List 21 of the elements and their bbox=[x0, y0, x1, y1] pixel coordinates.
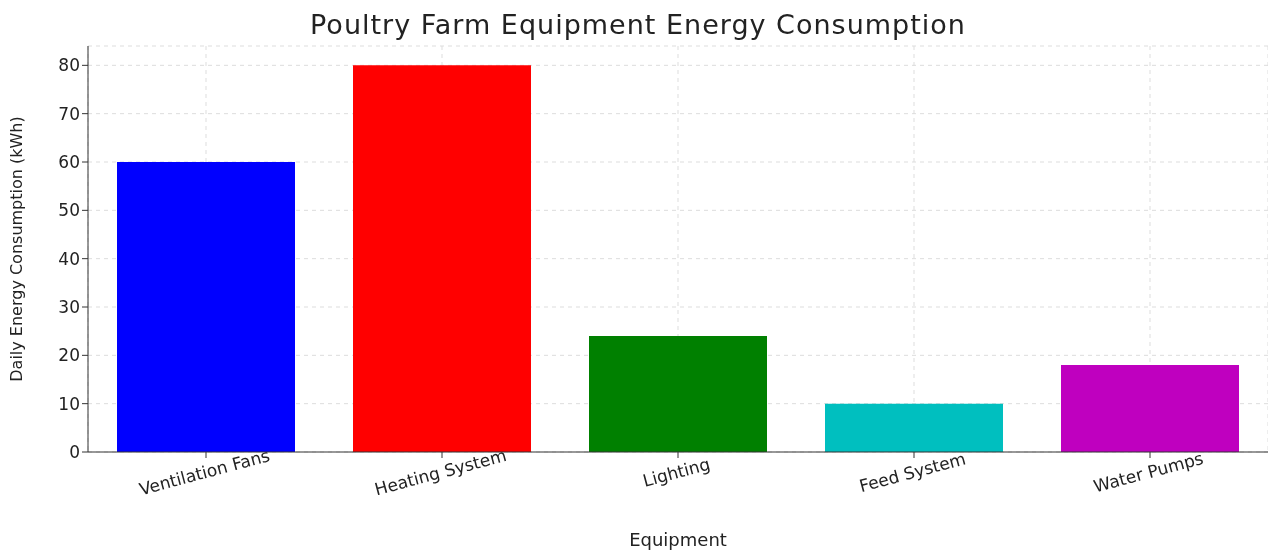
x-tick-label: Lighting bbox=[640, 453, 713, 491]
x-tick-label: Heating System bbox=[372, 445, 509, 500]
y-tick-label: 40 bbox=[58, 248, 80, 269]
bar bbox=[825, 403, 1003, 452]
bar bbox=[117, 162, 295, 452]
y-axis-title: Daily Energy Consumption (kWh) bbox=[6, 116, 26, 382]
y-tick-label: 50 bbox=[58, 200, 80, 221]
bar bbox=[1061, 365, 1239, 452]
x-tick-label: Water Pumps bbox=[1091, 447, 1206, 497]
y-tick-label: 30 bbox=[58, 297, 80, 318]
y-tick-label: 60 bbox=[58, 152, 80, 173]
chart-title: Poultry Farm Equipment Energy Consumption bbox=[309, 8, 967, 42]
y-tick-label: 0 bbox=[69, 442, 80, 463]
y-tick-label: 80 bbox=[58, 55, 80, 76]
bar bbox=[353, 65, 531, 452]
x-tick-label: Feed System bbox=[857, 448, 968, 497]
bar bbox=[589, 336, 767, 452]
y-tick-label: 20 bbox=[58, 345, 80, 366]
y-tick-label: 70 bbox=[58, 103, 80, 124]
x-axis-title: Equipment bbox=[629, 529, 727, 550]
y-tick-label: 10 bbox=[58, 393, 80, 414]
